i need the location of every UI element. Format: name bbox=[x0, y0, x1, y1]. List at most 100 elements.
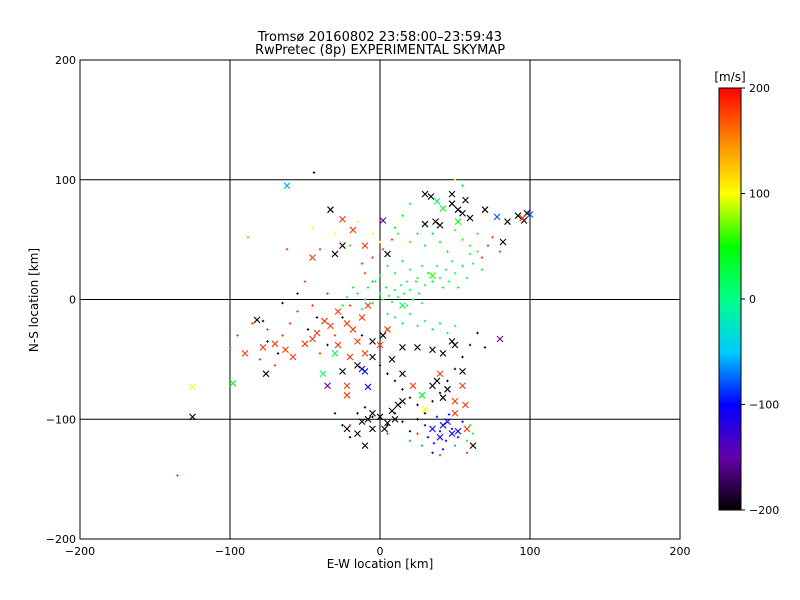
data-point-plus bbox=[348, 424, 352, 427]
data-point-x bbox=[391, 415, 399, 423]
data-point-x bbox=[339, 215, 346, 223]
data-point-plus bbox=[402, 292, 406, 295]
data-point-plus bbox=[480, 256, 484, 259]
data-point-plus bbox=[363, 298, 367, 301]
colorbar bbox=[718, 87, 742, 511]
plot-frame bbox=[79, 59, 681, 540]
data-point-plus bbox=[408, 312, 412, 316]
data-point-plus bbox=[296, 310, 299, 313]
data-point-plus bbox=[288, 322, 292, 325]
data-point-plus bbox=[432, 442, 436, 445]
data-point-plus bbox=[266, 328, 269, 331]
data-point-plus bbox=[438, 240, 442, 244]
data-point-x bbox=[241, 349, 249, 357]
data-point-plus bbox=[386, 312, 389, 316]
data-point-x bbox=[493, 213, 501, 221]
data-point-plus bbox=[296, 292, 299, 295]
colorbar-tick-label: 0 bbox=[749, 293, 756, 306]
data-point-x bbox=[283, 182, 291, 190]
data-point-x bbox=[289, 353, 297, 361]
data-point-x bbox=[379, 332, 387, 339]
data-point-plus bbox=[476, 331, 479, 335]
data-point-x bbox=[309, 254, 316, 261]
data-point-plus bbox=[408, 202, 412, 205]
data-point-plus bbox=[453, 271, 457, 275]
data-point-plus bbox=[423, 412, 427, 415]
y-tick-labels: −200 −100 0 100 200 bbox=[46, 54, 76, 546]
data-point-x bbox=[496, 335, 504, 343]
data-point-x bbox=[421, 190, 429, 198]
data-point-plus bbox=[441, 286, 445, 289]
data-point-plus bbox=[441, 447, 445, 451]
data-point-plus bbox=[341, 316, 344, 319]
data-point-x bbox=[399, 344, 406, 351]
data-point-plus bbox=[453, 367, 457, 371]
data-point-plus bbox=[393, 226, 397, 229]
data-point-x bbox=[451, 409, 459, 417]
data-point-x bbox=[343, 320, 351, 327]
data-point-plus bbox=[348, 304, 352, 307]
data-point-x bbox=[399, 302, 406, 309]
data-point-x bbox=[339, 367, 346, 375]
data-point-plus bbox=[176, 474, 179, 477]
data-point-plus bbox=[468, 252, 472, 256]
data-point-x bbox=[358, 314, 366, 321]
data-point-x bbox=[454, 218, 462, 226]
data-point-plus bbox=[384, 286, 388, 289]
data-point-x bbox=[448, 190, 456, 198]
data-point-plus bbox=[371, 301, 374, 305]
data-point-plus bbox=[446, 379, 449, 383]
data-point-x bbox=[327, 206, 334, 214]
y-tick-label: 200 bbox=[55, 54, 76, 67]
data-point-plus bbox=[386, 264, 389, 268]
data-point-plus bbox=[341, 424, 344, 427]
data-point-plus bbox=[426, 436, 430, 439]
colorbar-tick-label: 100 bbox=[749, 188, 770, 201]
data-point-plus bbox=[416, 403, 419, 407]
data-point-plus bbox=[228, 346, 232, 349]
data-point-x bbox=[262, 370, 270, 378]
data-point-x bbox=[349, 226, 357, 234]
data-point-plus bbox=[468, 424, 472, 427]
data-point-plus bbox=[408, 288, 412, 292]
data-point-x bbox=[414, 344, 421, 351]
data-point-plus bbox=[423, 244, 427, 247]
data-point-plus bbox=[251, 322, 254, 325]
data-point-plus bbox=[266, 340, 269, 343]
data-point-plus bbox=[374, 280, 377, 283]
data-point-plus bbox=[438, 430, 442, 433]
data-point-x bbox=[324, 382, 331, 390]
data-point-plus bbox=[456, 286, 460, 289]
data-point-plus bbox=[303, 280, 307, 283]
y-tick-label: −200 bbox=[46, 533, 76, 546]
data-point-plus bbox=[366, 286, 370, 289]
colorbar-label: [m/s] bbox=[714, 70, 745, 84]
data-point-x bbox=[358, 418, 366, 426]
data-point-plus bbox=[393, 288, 397, 292]
data-point-plus bbox=[408, 396, 412, 399]
data-point-plus bbox=[371, 256, 374, 259]
data-point-x bbox=[259, 344, 267, 351]
data-point-plus bbox=[326, 292, 329, 295]
data-point-plus bbox=[447, 413, 451, 416]
data-point-plus bbox=[378, 364, 382, 367]
data-point-x bbox=[369, 353, 376, 361]
data-point-plus bbox=[416, 418, 419, 421]
data-point-plus bbox=[461, 355, 464, 359]
data-point-plus bbox=[378, 240, 382, 244]
data-point-plus bbox=[471, 432, 475, 435]
data-point-plus bbox=[311, 304, 314, 307]
data-point-plus bbox=[476, 232, 479, 235]
data-point-x bbox=[364, 302, 372, 309]
x-tick-label: −100 bbox=[215, 545, 245, 558]
data-point-plus bbox=[401, 259, 404, 263]
data-point-plus bbox=[351, 286, 355, 289]
data-point-plus bbox=[476, 250, 479, 253]
data-point-plus bbox=[420, 264, 424, 268]
data-point-plus bbox=[285, 248, 289, 251]
data-point-x bbox=[339, 242, 346, 250]
data-point-plus bbox=[401, 420, 404, 423]
data-point-plus bbox=[315, 316, 319, 319]
data-point-x bbox=[451, 341, 459, 349]
data-point-plus bbox=[371, 415, 374, 419]
